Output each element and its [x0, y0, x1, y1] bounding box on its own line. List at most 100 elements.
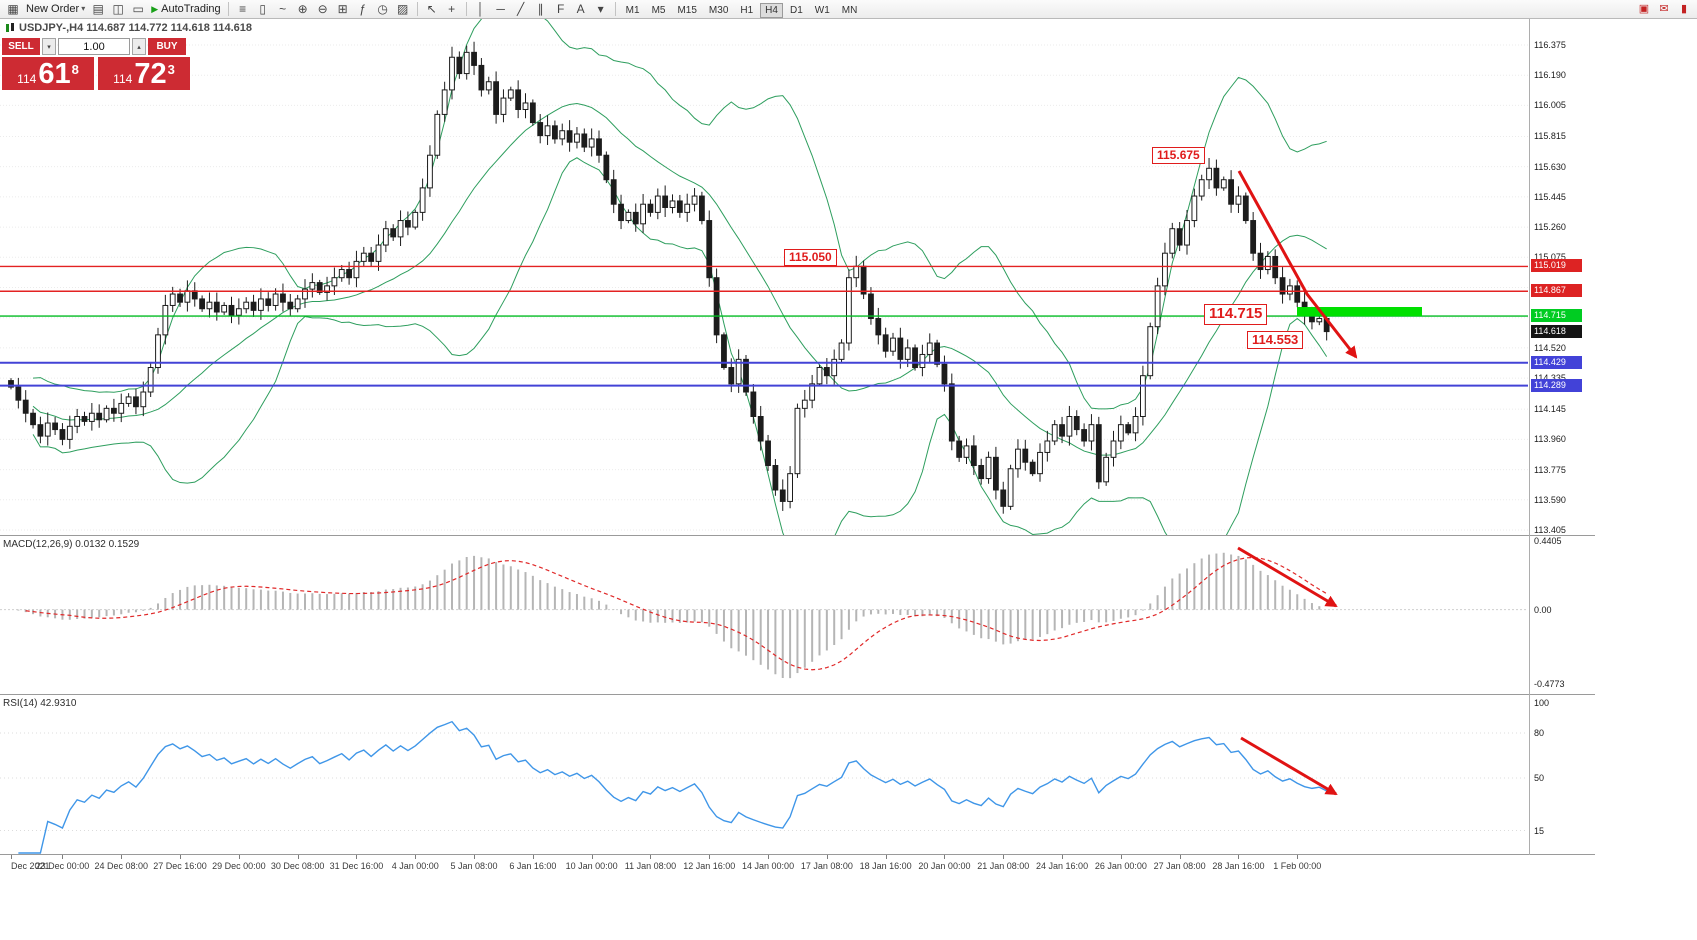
volume-up-button[interactable]: ▴: [132, 38, 146, 55]
candle-body: [735, 358, 742, 385]
panel-separator[interactable]: [0, 694, 1595, 695]
arrows-icon[interactable]: ▾: [592, 1, 610, 17]
price-chart-canvas[interactable]: [0, 19, 1530, 535]
time-axis-label: 20 Jan 00:00: [918, 861, 971, 871]
candle-body: [1140, 375, 1146, 418]
navigator-icon[interactable]: ▭: [129, 1, 147, 17]
highlight-line[interactable]: [1297, 307, 1422, 316]
time-axis-label: 24 Dec 08:00: [94, 861, 149, 871]
price-axis-label: 115.260: [1534, 222, 1566, 233]
time-axis-label: 27 Jan 08:00: [1153, 861, 1206, 871]
line-chart-icon[interactable]: ~: [274, 1, 292, 17]
price-scale[interactable]: 116.375 116.190 116.005 115.815 115.630 115.4…: [1530, 0, 1697, 940]
bars-chart-icon[interactable]: ≡: [234, 1, 252, 17]
timeframe-button-mn[interactable]: MN: [837, 3, 863, 18]
volume-input[interactable]: [58, 38, 130, 55]
chart-symbol-icon: [6, 23, 14, 32]
indicators-icon[interactable]: ƒ: [354, 1, 372, 17]
text-icon[interactable]: A: [572, 1, 590, 17]
timeframe-button-h1[interactable]: H1: [735, 3, 758, 18]
candle-body: [985, 456, 992, 480]
zoom-out-icon[interactable]: ⊖: [314, 1, 332, 17]
candle-body: [1213, 167, 1220, 189]
grid-icon[interactable]: ⊞: [334, 1, 352, 17]
time-axis-label: 14 Jan 00:00: [742, 861, 795, 871]
trendline-icon[interactable]: ╱: [512, 1, 530, 17]
candle-body: [412, 211, 419, 228]
candle-body: [390, 228, 397, 238]
new-order-label: New Order: [26, 3, 80, 15]
timeframe-button-m15[interactable]: M15: [672, 3, 701, 18]
candle-body: [228, 304, 235, 316]
panel-separator[interactable]: [0, 535, 1595, 536]
time-axis-label: 5 Jan 08:00: [450, 861, 498, 871]
crosshair-icon[interactable]: +: [443, 1, 461, 17]
candle-body: [44, 422, 51, 437]
candle-body: [941, 363, 948, 385]
rsi-panel-canvas[interactable]: [0, 695, 1530, 854]
timeframe-button-m1[interactable]: M1: [621, 3, 645, 18]
timeframe-button-w1[interactable]: W1: [810, 3, 835, 18]
volume-down-button[interactable]: ▾: [42, 38, 56, 55]
cursor-icon[interactable]: ↖: [423, 1, 441, 17]
candle-body: [1132, 416, 1139, 434]
price-annotation-label[interactable]: 115.050: [784, 249, 837, 266]
horizontal-line-icon[interactable]: ─: [492, 1, 510, 17]
candle-body: [346, 269, 353, 279]
price-annotation-label[interactable]: 114.715: [1204, 304, 1268, 325]
data-window-icon[interactable]: ◫: [109, 1, 127, 17]
time-axis-label: 26 Jan 00:00: [1094, 861, 1147, 871]
candle-body: [294, 298, 301, 310]
vertical-line-icon[interactable]: │: [472, 1, 490, 17]
new-order-button[interactable]: New Order ▾: [24, 1, 87, 17]
candle-body: [272, 293, 279, 306]
buy-button[interactable]: BUY: [148, 38, 186, 55]
price-axis-label: 113.405: [1534, 525, 1566, 535]
candle-body: [1250, 220, 1257, 254]
candle-body: [1169, 228, 1176, 254]
autotrading-button[interactable]: ▶ AutoTrading: [149, 1, 222, 17]
candle-body: [471, 51, 477, 66]
sell-price-display[interactable]: 114 61 8: [2, 57, 94, 90]
candle-body: [125, 396, 132, 404]
price-annotation-label[interactable]: 115.675: [1152, 147, 1205, 164]
periods-icon[interactable]: ◷: [374, 1, 392, 17]
timeframe-button-m5[interactable]: M5: [647, 3, 671, 18]
candle-body: [691, 195, 698, 205]
candle-body: [1051, 424, 1058, 442]
time-scale[interactable]: Dec 2021 23 Dec 00:00 24 Dec 08:00 27 Dec 1…: [0, 855, 1530, 875]
macd-axis-label: 0.00: [1534, 604, 1552, 615]
templates-icon[interactable]: ▨: [394, 1, 412, 17]
fibonacci-icon[interactable]: F: [552, 1, 570, 17]
time-tick: [1003, 855, 1005, 859]
new-chart-icon[interactable]: ▦: [4, 1, 22, 17]
buy-price-display[interactable]: 114 72 3: [98, 57, 190, 90]
news-icon[interactable]: ▣: [1635, 1, 1653, 17]
timeframe-button-h4[interactable]: H4: [760, 3, 783, 18]
channel-icon[interactable]: ∥: [532, 1, 550, 17]
timeframe-button-d1[interactable]: D1: [785, 3, 808, 18]
zoom-in-icon[interactable]: ⊕: [294, 1, 312, 17]
mail-icon[interactable]: ✉: [1655, 1, 1673, 17]
macd-panel-canvas[interactable]: [0, 536, 1530, 694]
play-icon: ▶: [151, 4, 159, 14]
price-tag: 115.019: [1531, 259, 1582, 273]
candle-body: [1323, 318, 1330, 333]
candle-body: [787, 473, 794, 502]
candle-body: [853, 265, 860, 279]
alert-icon[interactable]: ▮: [1675, 1, 1693, 17]
sell-button[interactable]: SELL: [2, 38, 40, 55]
candle-body: [405, 220, 411, 228]
candlestick-chart-icon[interactable]: ▯: [254, 1, 272, 17]
timeframe-button-m30[interactable]: M30: [704, 3, 733, 18]
candle-body: [552, 125, 558, 140]
candle-body: [309, 282, 316, 290]
price-annotation-label[interactable]: 114.553: [1247, 331, 1304, 350]
market-watch-icon[interactable]: ▤: [89, 1, 107, 17]
time-axis-label: 29 Dec 00:00: [212, 861, 266, 871]
chevron-down-icon: ▾: [81, 4, 86, 13]
candle-body: [1059, 424, 1065, 437]
price-tag: 114.289: [1531, 378, 1582, 392]
candle-body: [449, 56, 455, 91]
candle-body: [111, 407, 117, 414]
